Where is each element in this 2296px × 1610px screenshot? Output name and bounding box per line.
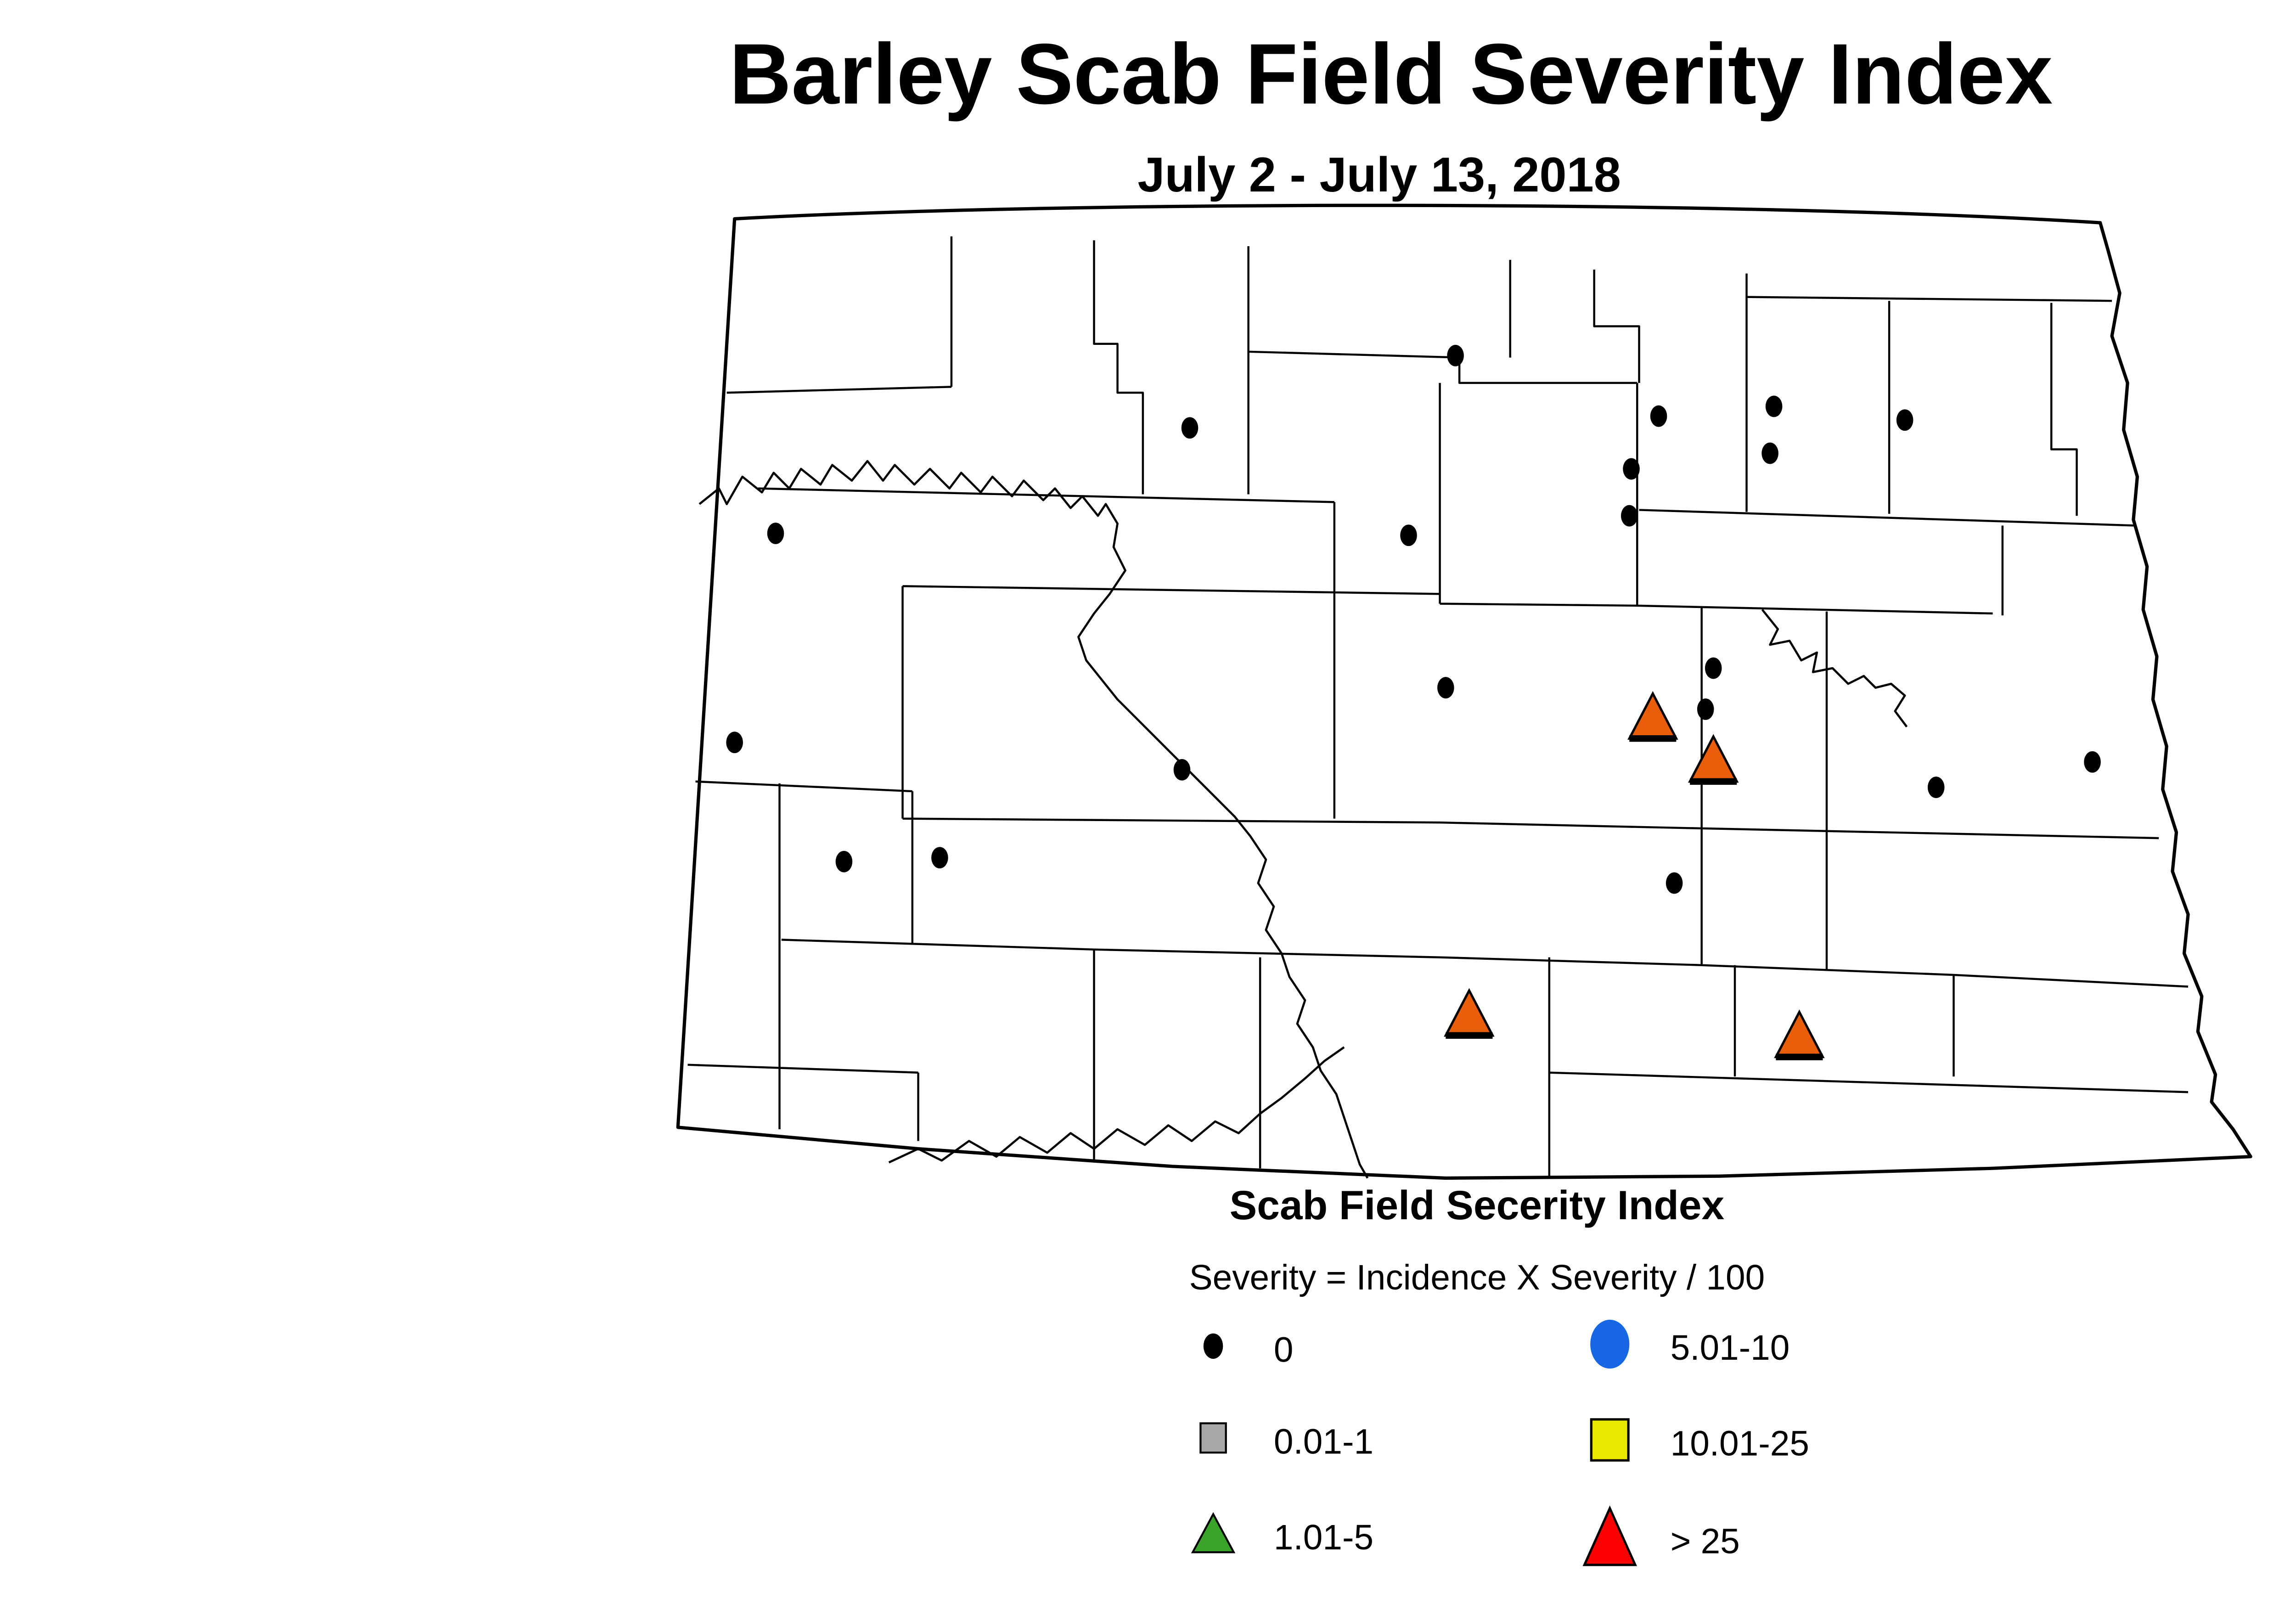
legend-item-gt-25: > 25 bbox=[1573, 1500, 1740, 1575]
green-triangle-icon bbox=[1191, 1512, 1236, 1554]
legend-item-0: 0 bbox=[1176, 1309, 1294, 1384]
map-dot-marker bbox=[835, 850, 853, 873]
black-dot-icon bbox=[1203, 1333, 1223, 1359]
south-river-branch bbox=[888, 1046, 1345, 1164]
legend-label: 10.01-25 bbox=[1670, 1423, 1809, 1463]
map-dot-marker bbox=[1623, 458, 1640, 480]
legend-formula: Severity = Incidence X Severity / 100 bbox=[1189, 1258, 1765, 1297]
map-dot-marker bbox=[1697, 698, 1714, 720]
map-dot-marker bbox=[931, 847, 948, 869]
map-dot-marker bbox=[1705, 657, 1722, 679]
legend-title: Scab Field Secerity Index bbox=[1229, 1184, 1725, 1229]
map-dot-marker bbox=[2084, 751, 2101, 773]
map-dot-marker bbox=[1173, 759, 1191, 781]
red-triangle-icon bbox=[1582, 1505, 1637, 1566]
missouri-river-lake-sakakawea bbox=[698, 460, 1369, 1179]
map-dot-marker bbox=[1761, 442, 1778, 464]
map-dot-marker bbox=[1400, 524, 1417, 546]
map-dot-marker bbox=[1765, 395, 1783, 417]
map-dot-marker bbox=[1666, 872, 1683, 894]
gray-square-icon bbox=[1199, 1422, 1227, 1454]
page-title: Barley Scab Field Severity Index bbox=[729, 27, 2053, 124]
severity-markers bbox=[726, 344, 2101, 1060]
legend-label: 1.01-5 bbox=[1273, 1517, 1374, 1556]
state-outline bbox=[676, 203, 2252, 1180]
yellow-square-icon bbox=[1590, 1418, 1630, 1462]
legend-item-1-01-5: 1.01-5 bbox=[1176, 1497, 1373, 1571]
map-dot-marker bbox=[1437, 677, 1454, 698]
legend-label: 0 bbox=[1273, 1329, 1294, 1369]
county-boundaries bbox=[687, 236, 2189, 1177]
map-dot-marker bbox=[1181, 417, 1199, 439]
devils-lake-shoreline bbox=[1761, 608, 1908, 728]
map-dot-marker bbox=[726, 732, 743, 754]
map-dot-marker bbox=[1447, 344, 1464, 366]
map-dot-marker bbox=[1927, 777, 1945, 798]
date-range-subtitle: July 2 - July 13, 2018 bbox=[1137, 148, 1621, 203]
map-dot-marker bbox=[1650, 405, 1667, 427]
legend-label: 0.01-1 bbox=[1273, 1421, 1374, 1461]
legend-label: 5.01-10 bbox=[1670, 1327, 1790, 1367]
legend-item-10-01-25: 10.01-25 bbox=[1573, 1403, 1809, 1477]
legend-label: > 25 bbox=[1670, 1521, 1740, 1560]
blue-circle-icon bbox=[1590, 1319, 1630, 1369]
map-dot-marker bbox=[1621, 505, 1638, 527]
map-dot-marker bbox=[1896, 409, 1913, 431]
legend-item-5-01-10: 5.01-10 bbox=[1573, 1307, 1790, 1381]
legend-item-0-01-1: 0.01-1 bbox=[1176, 1401, 1373, 1475]
map-dot-marker bbox=[767, 523, 784, 544]
